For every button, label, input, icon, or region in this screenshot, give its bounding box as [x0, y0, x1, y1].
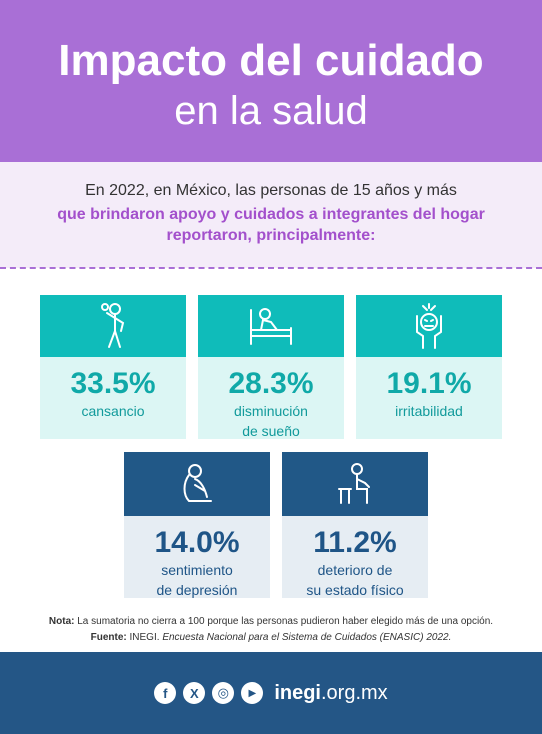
source-org: INEGI. [129, 632, 160, 643]
card-icon-area [198, 295, 344, 357]
card-icon-area [356, 295, 502, 357]
card-icon-area [282, 452, 428, 516]
percentage-value: 33.5% [70, 367, 156, 400]
percentage-value: 19.1% [386, 367, 472, 400]
facebook-icon[interactable]: f [154, 682, 177, 704]
card-label: sentimiento [161, 562, 233, 578]
x-icon[interactable]: X [183, 682, 206, 704]
card-sueno: 28.3% disminución de sueño [198, 295, 344, 439]
tired-person-icon [101, 303, 125, 348]
header-banner: Impacto del cuidado en la salud [0, 0, 542, 162]
source-label: Fuente: [90, 632, 127, 643]
note-line: Nota: La sumatoria no cierra a 100 porqu… [0, 614, 542, 630]
percentage-value: 28.3% [228, 367, 314, 400]
note-label: Nota: [48, 616, 75, 627]
card-label: de sueño [242, 423, 300, 439]
dashed-divider [0, 267, 542, 269]
seated-person-icon [338, 463, 370, 504]
intro-highlight: que brindaron apoyo y cuidados a integra… [57, 206, 485, 244]
card-label: cansancio [81, 403, 145, 419]
site-bold: inegi [274, 681, 321, 704]
instagram-icon[interactable]: ◎ [212, 682, 235, 704]
card-depresion: 14.0% sentimiento de depresión [124, 452, 270, 598]
card-irritabilidad: 19.1% irritabilidad [356, 295, 502, 439]
card-label: su estado físico [306, 582, 404, 598]
note-text: La sumatoria no cierra a 100 porque las … [77, 616, 494, 627]
intro-text: En 2022, en México, las personas de 15 a… [85, 182, 457, 199]
depressed-person-icon [183, 464, 212, 502]
site-rest: .org.mx [320, 681, 388, 704]
notes-section: Nota: La sumatoria no cierra a 100 porqu… [0, 614, 542, 646]
card-icon-area [124, 452, 270, 516]
card-estado-fisico: 11.2% deterioro de su estado físico [282, 452, 428, 598]
card-cansancio: 33.5% cansancio [40, 295, 186, 439]
percentage-value: 11.2% [313, 526, 397, 559]
card-label: disminución [234, 403, 308, 419]
card-label: de depresión [156, 582, 238, 598]
card-icon-area [40, 295, 186, 357]
footer: f X ◎ ▶ inegi.org.mx [0, 652, 542, 734]
percentage-value: 14.0% [154, 526, 240, 559]
page-title: Impacto del cuidado [58, 36, 484, 85]
source-line: Fuente: INEGI. Encuesta Nacional para el… [0, 630, 542, 646]
source-title: Encuesta Nacional para el Sistema de Cui… [162, 632, 452, 643]
card-label: irritabilidad [395, 403, 463, 419]
website-link[interactable]: inegi.org.mx [274, 682, 387, 705]
youtube-icon[interactable]: ▶ [241, 682, 264, 704]
person-in-bed-icon [250, 308, 292, 345]
page-subtitle: en la salud [174, 89, 368, 133]
irritated-person-icon [416, 303, 442, 349]
intro-section: En 2022, en México, las personas de 15 a… [0, 162, 542, 268]
card-label: deterioro de [317, 562, 393, 578]
